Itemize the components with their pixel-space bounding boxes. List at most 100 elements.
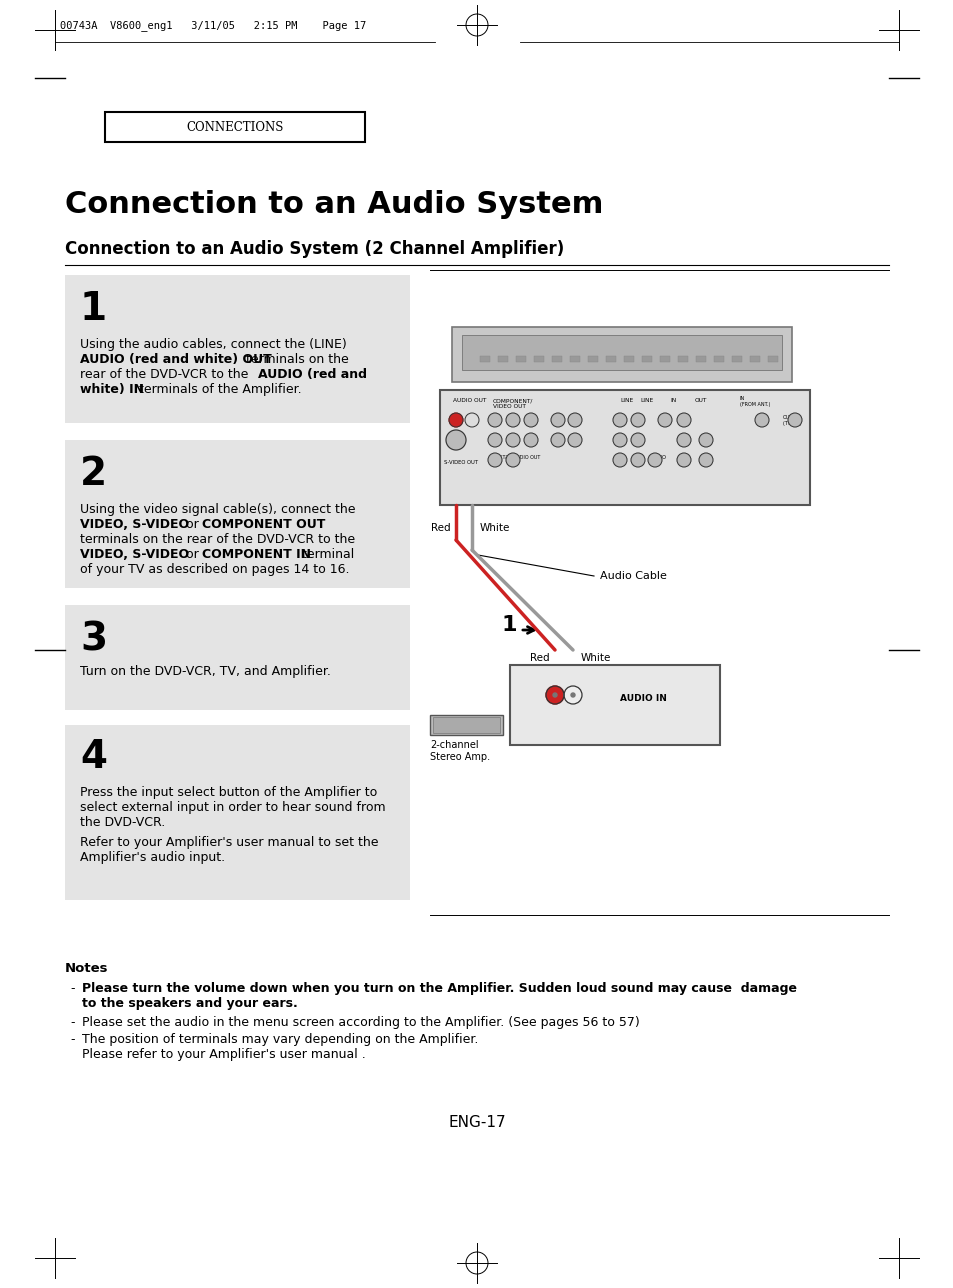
Text: AUDIO (red and: AUDIO (red and bbox=[257, 368, 367, 381]
Text: CONNECTIONS: CONNECTIONS bbox=[186, 121, 283, 134]
Text: Connection to an Audio System: Connection to an Audio System bbox=[65, 191, 602, 219]
Bar bbox=[749, 355, 760, 362]
Text: Connection to an Audio System (2 Channel Amplifier): Connection to an Audio System (2 Channel… bbox=[65, 240, 563, 258]
Bar bbox=[696, 355, 705, 362]
Text: Audio Cable: Audio Cable bbox=[599, 571, 666, 581]
Text: AUDIO OUT: AUDIO OUT bbox=[453, 398, 486, 403]
Circle shape bbox=[563, 687, 581, 705]
Text: or: or bbox=[182, 518, 203, 531]
Circle shape bbox=[699, 433, 712, 447]
Bar bbox=[641, 355, 651, 362]
Text: -: - bbox=[70, 981, 74, 996]
Circle shape bbox=[551, 413, 564, 428]
Bar bbox=[452, 327, 791, 383]
Text: LINE: LINE bbox=[639, 398, 653, 403]
Circle shape bbox=[545, 687, 563, 705]
Text: -: - bbox=[70, 1016, 74, 1029]
Text: COMPONENT OUT: COMPONENT OUT bbox=[202, 518, 325, 531]
Circle shape bbox=[488, 453, 501, 468]
Circle shape bbox=[647, 453, 661, 468]
Text: Amplifier's audio input.: Amplifier's audio input. bbox=[80, 851, 225, 864]
Text: terminal: terminal bbox=[297, 547, 354, 562]
Bar bbox=[569, 355, 579, 362]
Circle shape bbox=[551, 433, 564, 447]
Text: COMPONENT/: COMPONENT/ bbox=[493, 398, 533, 403]
Text: S-VIDEO OUT: S-VIDEO OUT bbox=[443, 460, 477, 465]
Text: 1: 1 bbox=[501, 614, 517, 635]
Circle shape bbox=[677, 433, 690, 447]
Text: terminals on the rear of the DVD-VCR to the: terminals on the rear of the DVD-VCR to … bbox=[80, 533, 355, 546]
Text: terminals on the: terminals on the bbox=[242, 353, 349, 366]
Circle shape bbox=[488, 413, 501, 428]
Text: Please turn the volume down when you turn on the Amplifier. Sudden loud sound ma: Please turn the volume down when you tur… bbox=[82, 981, 796, 996]
Text: Refer to your Amplifier's user manual to set the: Refer to your Amplifier's user manual to… bbox=[80, 836, 378, 849]
Text: White: White bbox=[580, 653, 611, 663]
Bar bbox=[65, 440, 410, 589]
Text: Using the video signal cable(s), connect the: Using the video signal cable(s), connect… bbox=[80, 504, 355, 516]
Text: IN
(FROM ANT.): IN (FROM ANT.) bbox=[740, 395, 770, 407]
Text: Turn on the DVD-VCR, TV, and Amplifier.: Turn on the DVD-VCR, TV, and Amplifier. bbox=[80, 665, 331, 677]
Text: ENG-17: ENG-17 bbox=[448, 1115, 505, 1130]
Text: 2: 2 bbox=[80, 455, 107, 493]
Circle shape bbox=[505, 433, 519, 447]
Text: Using the audio cables, connect the (LINE): Using the audio cables, connect the (LIN… bbox=[80, 337, 346, 352]
Circle shape bbox=[505, 453, 519, 468]
Circle shape bbox=[567, 433, 581, 447]
Bar bbox=[497, 355, 507, 362]
Text: rear of the DVD-VCR to the: rear of the DVD-VCR to the bbox=[80, 368, 253, 381]
Bar bbox=[516, 355, 525, 362]
Text: or: or bbox=[182, 547, 203, 562]
Text: AUDIO IN: AUDIO IN bbox=[619, 693, 666, 702]
Circle shape bbox=[613, 413, 626, 428]
Circle shape bbox=[677, 453, 690, 468]
Bar bbox=[510, 665, 720, 744]
Text: White: White bbox=[479, 523, 510, 533]
Text: Please set the audio in the menu screen according to the Amplifier. (See pages 5: Please set the audio in the menu screen … bbox=[82, 1016, 639, 1029]
Bar bbox=[430, 715, 502, 735]
Circle shape bbox=[523, 433, 537, 447]
Text: white) IN: white) IN bbox=[80, 383, 144, 395]
Text: OUT: OUT bbox=[695, 398, 706, 403]
Bar bbox=[105, 112, 365, 142]
Text: AUDIO (red and white) OUT: AUDIO (red and white) OUT bbox=[80, 353, 272, 366]
Circle shape bbox=[658, 413, 671, 428]
Text: OUT
(TO TV): OUT (TO TV) bbox=[782, 415, 801, 426]
Bar bbox=[461, 335, 781, 370]
Text: 1: 1 bbox=[80, 290, 107, 328]
Text: DIGITAL AUDIO OUT: DIGITAL AUDIO OUT bbox=[492, 455, 539, 460]
Circle shape bbox=[571, 693, 575, 697]
Text: 3: 3 bbox=[80, 620, 107, 658]
Bar bbox=[713, 355, 723, 362]
Text: COMPONENT IN: COMPONENT IN bbox=[202, 547, 311, 562]
Text: Stereo Amp.: Stereo Amp. bbox=[430, 752, 490, 762]
Circle shape bbox=[699, 453, 712, 468]
Text: VIDEO, S-VIDEO: VIDEO, S-VIDEO bbox=[80, 547, 189, 562]
Text: 00743A  V8600_eng1   3/11/05   2:15 PM    Page 17: 00743A V8600_eng1 3/11/05 2:15 PM Page 1… bbox=[60, 21, 366, 31]
Bar bbox=[433, 717, 499, 733]
Circle shape bbox=[449, 413, 462, 428]
Text: of your TV as described on pages 14 to 16.: of your TV as described on pages 14 to 1… bbox=[80, 563, 349, 576]
Bar bbox=[439, 390, 809, 505]
Bar bbox=[65, 276, 410, 422]
Circle shape bbox=[613, 453, 626, 468]
Text: LINE: LINE bbox=[619, 398, 633, 403]
Text: 2-channel: 2-channel bbox=[430, 741, 478, 750]
Bar bbox=[623, 355, 634, 362]
Bar bbox=[767, 355, 778, 362]
Text: the DVD-VCR.: the DVD-VCR. bbox=[80, 817, 165, 829]
Text: -: - bbox=[70, 1033, 74, 1046]
Bar bbox=[678, 355, 687, 362]
Circle shape bbox=[630, 413, 644, 428]
Bar bbox=[65, 725, 410, 900]
Circle shape bbox=[523, 413, 537, 428]
Bar bbox=[552, 355, 561, 362]
Text: Red: Red bbox=[530, 653, 550, 663]
Text: to the speakers and your ears.: to the speakers and your ears. bbox=[82, 997, 297, 1010]
Bar bbox=[659, 355, 669, 362]
Bar bbox=[731, 355, 741, 362]
Text: The position of terminals may vary depending on the Amplifier.: The position of terminals may vary depen… bbox=[82, 1033, 477, 1046]
Text: VIDEO, S-VIDEO: VIDEO, S-VIDEO bbox=[80, 518, 189, 531]
Circle shape bbox=[754, 413, 768, 428]
Bar bbox=[479, 355, 490, 362]
Text: Press the input select button of the Amplifier to: Press the input select button of the Amp… bbox=[80, 786, 376, 799]
